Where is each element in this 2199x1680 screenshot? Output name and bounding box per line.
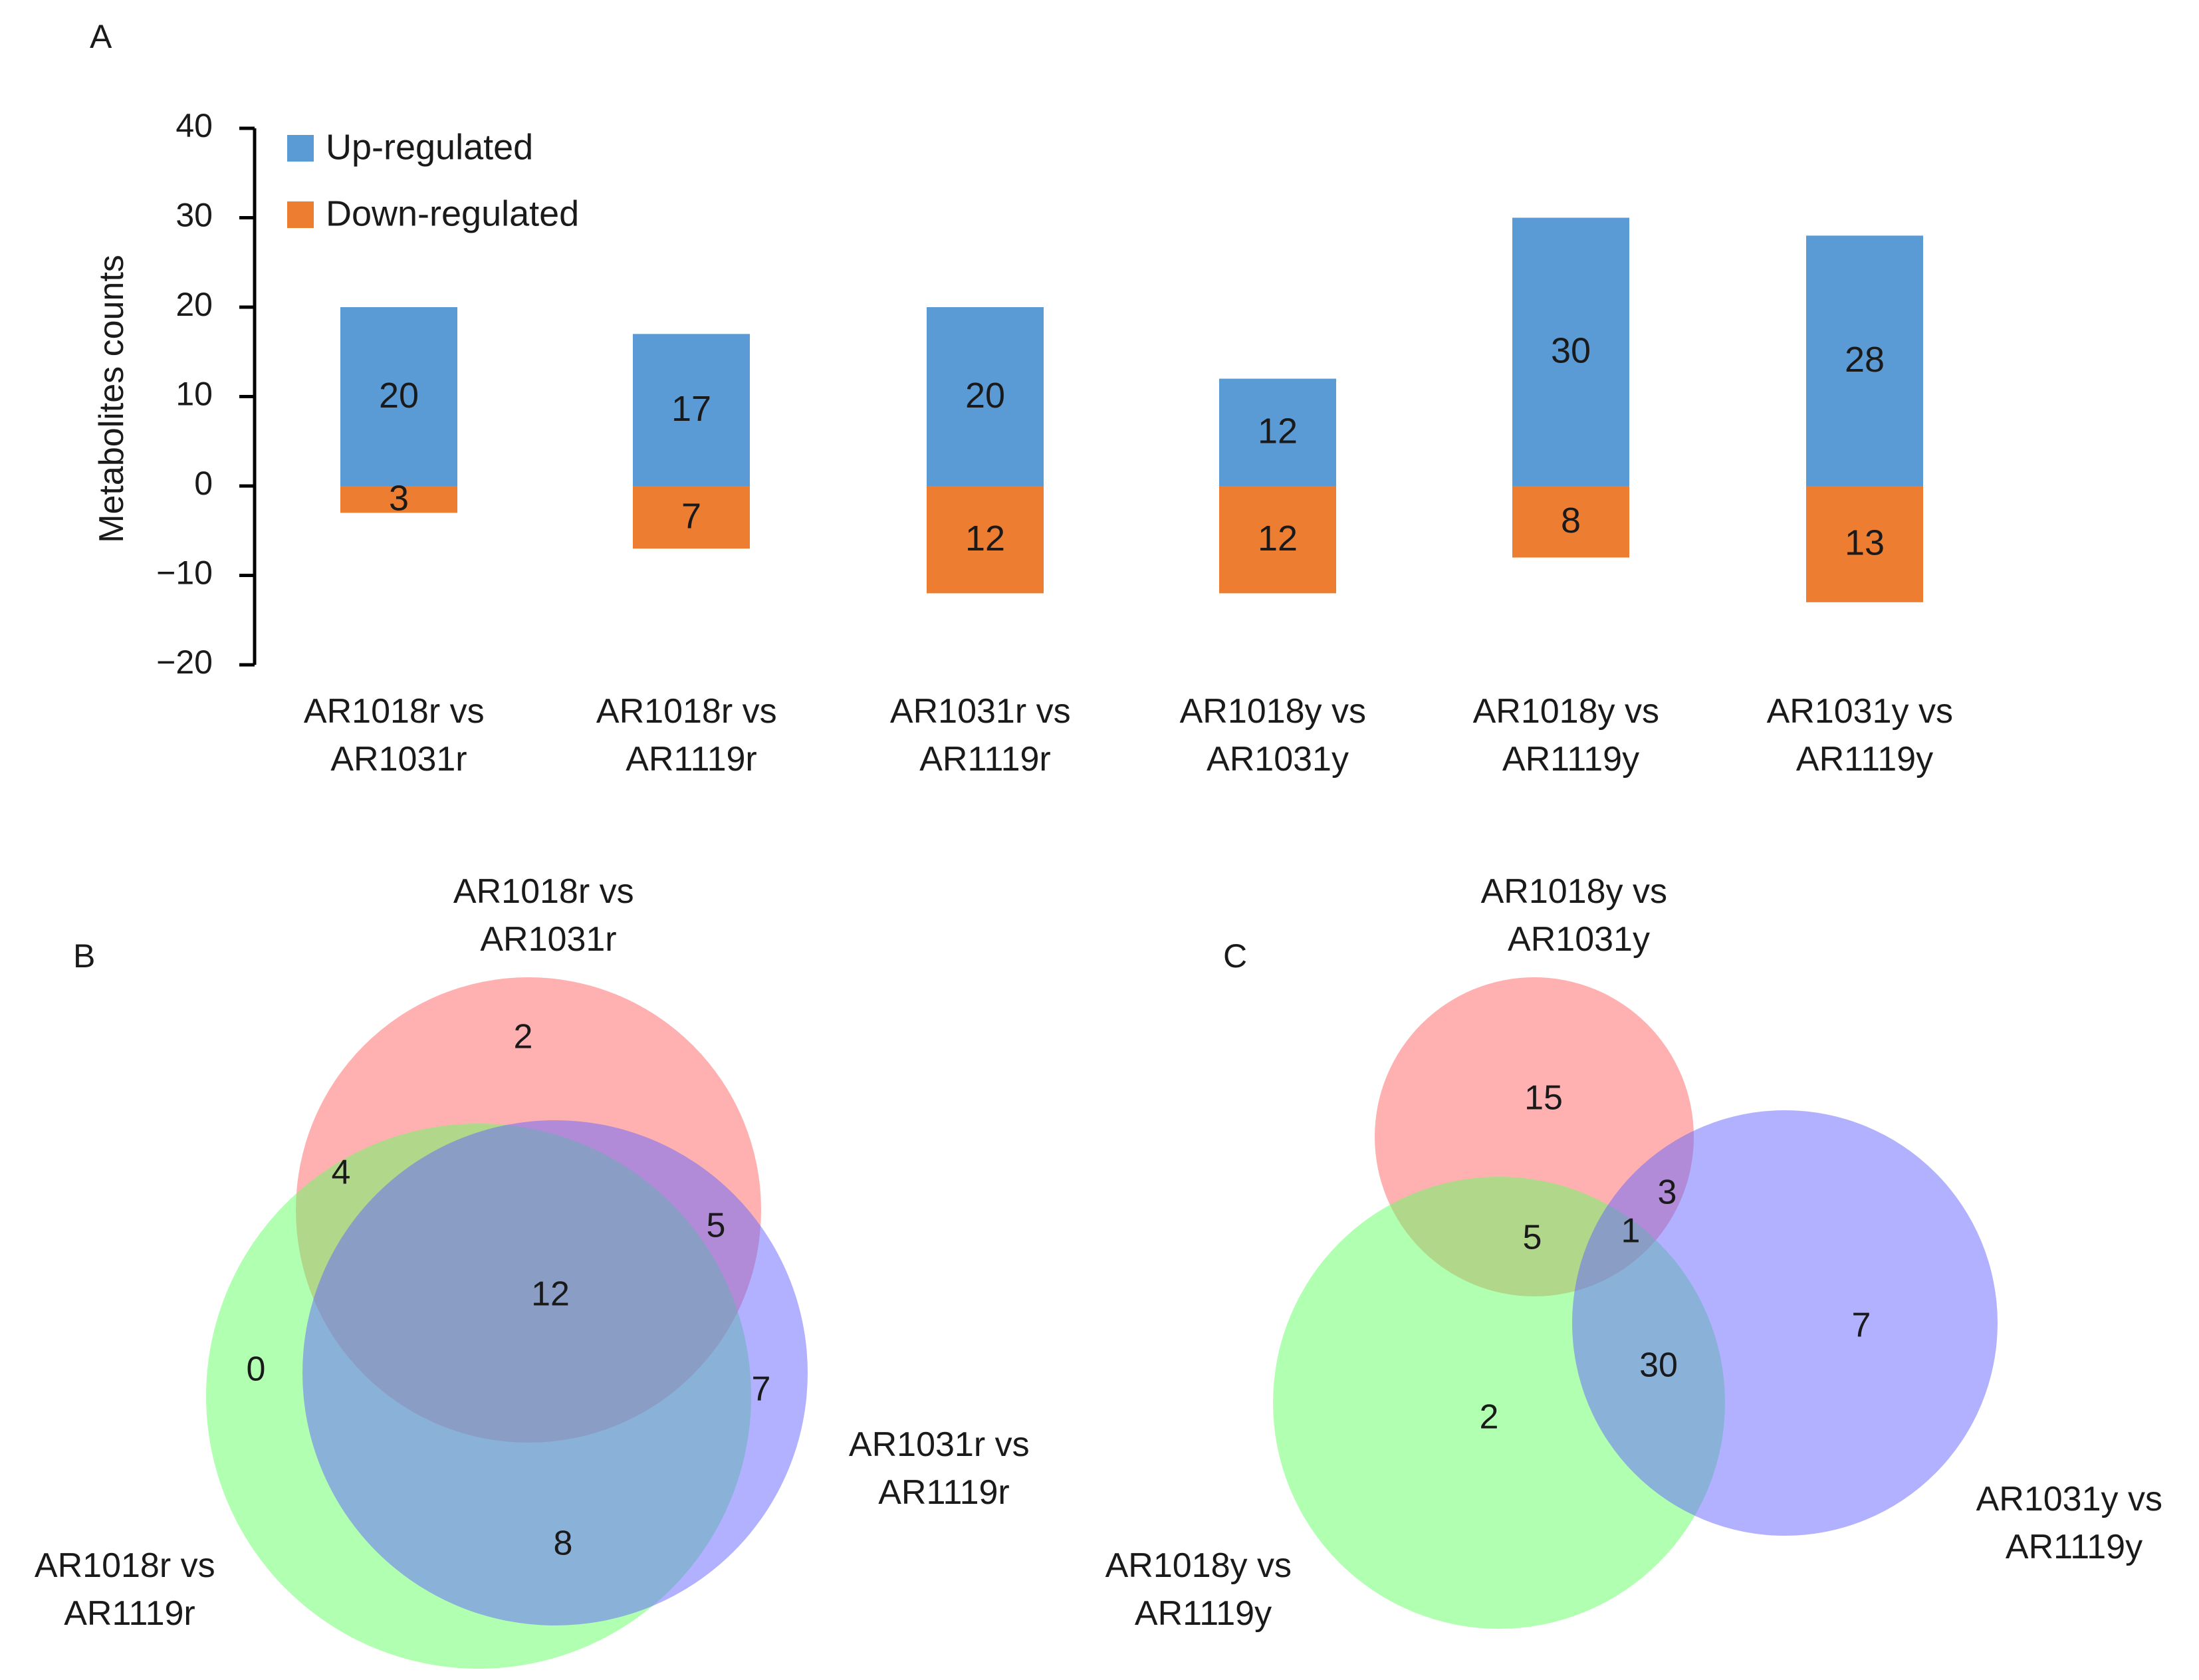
- bar-up-6: [1806, 235, 1923, 486]
- bar-down-label-5: 8: [1561, 501, 1581, 540]
- venn-c-count-all-three: 1: [1621, 1212, 1641, 1251]
- venn-c-set-label-1-line-1: AR1018y vs: [1481, 872, 1667, 911]
- venn-b-set-label-2-line-1: AR1018r vs: [35, 1546, 215, 1585]
- venn-c-count-1031y-1031y1119y-overlap: 3: [1658, 1173, 1677, 1212]
- category-label-1-line-2: AR1031r: [330, 740, 467, 779]
- venn-c-set-label-3-line-2: AR1119y: [2006, 1528, 2142, 1566]
- venn-b-set-label-3-line-2: AR1119r: [878, 1473, 1010, 1512]
- venn-b-count-all-three: 12: [531, 1275, 570, 1314]
- venn-c-set-label-1: AR1018y vs AR1031y: [1481, 872, 1677, 959]
- bar-down-label-4: 12: [1258, 519, 1298, 558]
- legend-label-up: Up-regulated: [326, 127, 533, 167]
- bar-up-label-1: 20: [379, 376, 419, 416]
- y-axis-title: Metabolites counts: [92, 255, 131, 543]
- bar-up-1: [340, 307, 457, 486]
- category-label-2: AR1018r vs AR1119r: [596, 692, 786, 779]
- legend-swatch-up: [287, 135, 314, 162]
- category-label-5-line-2: AR1119y: [1502, 740, 1639, 779]
- category-label-3-line-1: AR1031r vs: [890, 692, 1071, 731]
- bar-down-4: [1219, 486, 1336, 594]
- y-tick-label-neg20: −20: [156, 644, 213, 681]
- venn-c-count-1031y-1119y-overlap: 5: [1523, 1219, 1542, 1257]
- venn-b-count-1119r-only: 0: [247, 1350, 266, 1389]
- bar-up-3: [927, 307, 1044, 486]
- bar-up-label-4: 12: [1258, 412, 1298, 451]
- venn-c-set-label-3: AR1031y vs AR1119y: [1976, 1480, 2172, 1566]
- category-label-2-line-2: AR1119r: [626, 740, 757, 779]
- venn-c-count-1119y-1031y1119y-overlap: 30: [1639, 1346, 1678, 1385]
- venn-c-count-1031y-only: 15: [1524, 1079, 1563, 1118]
- venn-b-count-1119r-1031r1119r-overlap: 8: [554, 1524, 573, 1563]
- venn-b-set-label-1-line-1: AR1018r vs: [453, 872, 634, 911]
- venn-b-set-label-3-line-1: AR1031r vs: [849, 1425, 1030, 1464]
- venn-b-count-1031r1119r-only: 7: [752, 1370, 771, 1409]
- category-label-5-line-1: AR1018y vs: [1473, 692, 1659, 731]
- venn-c: AR1018y vs AR1031y AR1018y vs AR1119y AR…: [1105, 872, 2172, 1633]
- venn-c-circle-1031y-1119y: [1572, 1110, 1998, 1536]
- venn-b-set-label-1-line-2: AR1031r: [480, 920, 616, 959]
- category-label-1-line-1: AR1018r vs: [304, 692, 485, 731]
- category-label-3-line-2: AR1119r: [919, 740, 1051, 779]
- bar-chart: Metabolites counts 40 30 20 10 0 −10 −20…: [92, 107, 1963, 779]
- y-tick-label-20: 20: [175, 286, 213, 323]
- bar-down-1: [340, 486, 457, 513]
- venn-b-count-1031r-only: 2: [514, 1018, 533, 1056]
- bar-up-2: [633, 334, 750, 486]
- category-label-6-line-1: AR1031y vs: [1767, 692, 1953, 731]
- venn-c-set-label-1-line-2: AR1031y: [1508, 920, 1650, 959]
- y-tick-label-30: 30: [175, 197, 213, 234]
- panel-label-a: A: [90, 18, 112, 55]
- category-label-4: AR1018y vs AR1031y: [1180, 692, 1376, 779]
- venn-c-set-label-2: AR1018y vs AR1119y: [1105, 1546, 1302, 1633]
- bar-down-2: [633, 486, 750, 549]
- category-label-6-line-2: AR1119y: [1796, 740, 1933, 779]
- category-label-3: AR1031r vs AR1119r: [890, 692, 1080, 779]
- bar-up-label-6: 28: [1845, 340, 1885, 380]
- bars-group: 20 3 17 7 20 12 12 12 30 8 28 13: [340, 217, 1923, 602]
- venn-c-count-1031y1119y-only: 7: [1852, 1306, 1871, 1345]
- panel-label-b: B: [73, 937, 95, 975]
- y-tick-label-10: 10: [175, 376, 213, 413]
- venn-c-set-label-2-line-2: AR1119y: [1135, 1594, 1272, 1633]
- panel-label-c: C: [1223, 937, 1247, 975]
- bar-down-label-1: 3: [389, 478, 409, 518]
- y-tick-label-0: 0: [194, 465, 213, 502]
- y-tick-label-40: 40: [175, 107, 213, 144]
- bar-up-label-5: 30: [1551, 331, 1591, 371]
- bar-down-5: [1512, 486, 1629, 558]
- bar-up-label-2: 17: [671, 389, 711, 429]
- bar-down-3: [927, 486, 1044, 594]
- y-tick-label-neg10: −10: [156, 554, 213, 592]
- bar-up-5: [1512, 217, 1629, 486]
- bar-up-label-3: 20: [965, 376, 1005, 416]
- venn-b-set-label-3: AR1031r vs AR1119r: [849, 1425, 1039, 1512]
- category-label-1: AR1018r vs AR1031r: [304, 692, 494, 779]
- venn-b-set-label-2-line-2: AR1119r: [64, 1594, 195, 1633]
- venn-b-count-1031r-1119r-overlap: 4: [332, 1153, 351, 1192]
- legend-swatch-down: [287, 201, 314, 228]
- bar-down-label-6: 13: [1845, 523, 1885, 563]
- bar-down-label-3: 12: [965, 519, 1005, 558]
- bar-down-label-2: 7: [681, 496, 701, 536]
- category-label-4-line-1: AR1018y vs: [1180, 692, 1366, 731]
- category-label-4-line-2: AR1031y: [1207, 740, 1349, 779]
- category-label-5: AR1018y vs AR1119y: [1473, 692, 1669, 779]
- venn-b-circle-1031r-1119r: [302, 1120, 808, 1625]
- venn-b-set-label-2: AR1018r vs AR1119r: [35, 1546, 225, 1633]
- venn-c-set-label-3-line-1: AR1031y vs: [1976, 1480, 2162, 1518]
- category-label-6: AR1031y vs AR1119y: [1767, 692, 1963, 779]
- venn-c-set-label-2-line-1: AR1018y vs: [1105, 1546, 1292, 1585]
- venn-c-count-1119y-only: 2: [1480, 1398, 1499, 1437]
- venn-b-set-label-1: AR1018r vs AR1031r: [453, 872, 643, 959]
- bar-down-6: [1806, 486, 1923, 602]
- venn-b: AR1018r vs AR1031r AR1018r vs AR1119r AR…: [35, 872, 1039, 1669]
- category-label-2-line-1: AR1018r vs: [596, 692, 777, 731]
- legend-label-down: Down-regulated: [326, 193, 579, 233]
- bar-up-4: [1219, 378, 1336, 486]
- category-labels: AR1018r vs AR1031r AR1018r vs AR1119r AR…: [304, 692, 1963, 779]
- venn-b-count-1031r-1031r1119r-overlap: 5: [707, 1207, 726, 1245]
